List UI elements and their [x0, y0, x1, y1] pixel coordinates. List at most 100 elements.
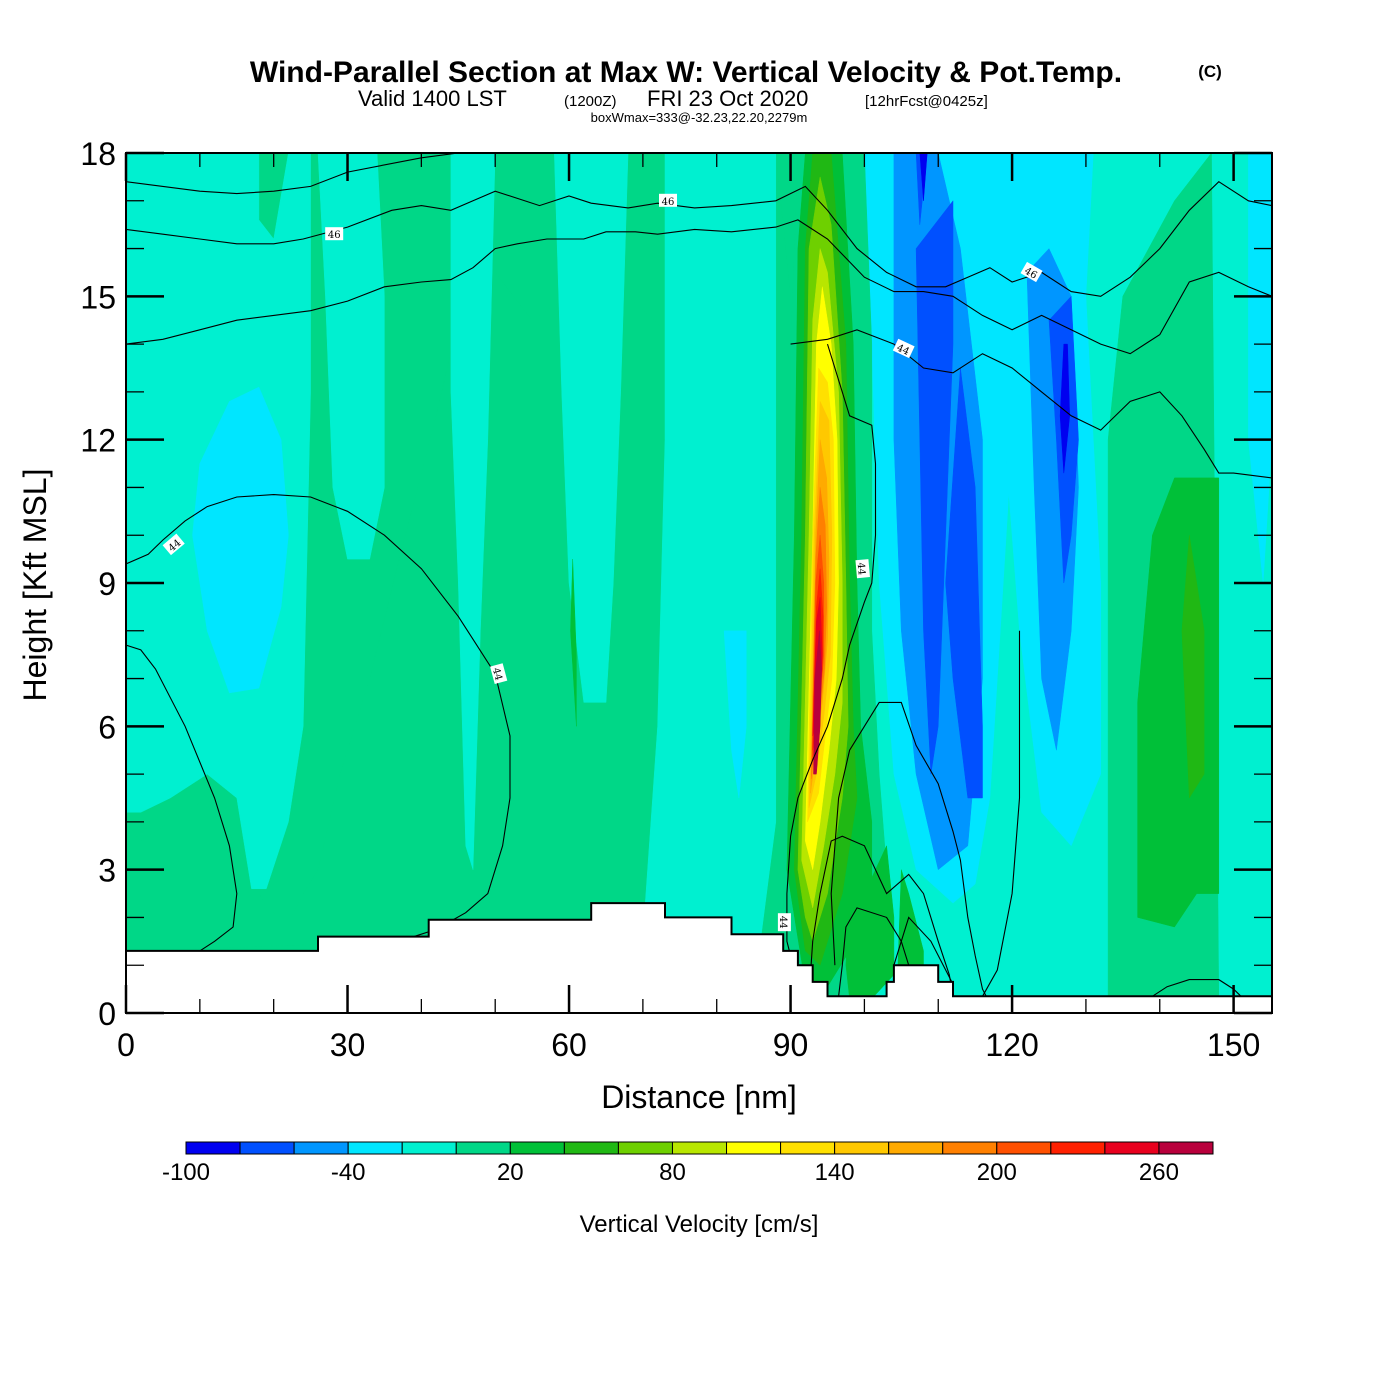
contour-label: 46	[325, 227, 344, 241]
contour-line-44	[982, 630, 1021, 997]
colorbar-box	[509, 1141, 565, 1155]
contour-line-46	[126, 153, 459, 195]
colorbar-tick-label: 20	[497, 1159, 524, 1186]
subtitle-forecast: [12hrFcst@0425z]	[865, 93, 988, 110]
colorbar-box	[347, 1141, 403, 1155]
contour-label-bg	[855, 559, 870, 579]
y-tick-label: 12	[80, 423, 116, 459]
colorbar-box	[942, 1141, 998, 1155]
colorbar-tick-label: 140	[815, 1159, 855, 1186]
colorbar-box	[401, 1141, 457, 1155]
colorbar-boxes	[185, 1141, 1214, 1155]
colorbar-box	[888, 1141, 944, 1155]
x-tick-label: 90	[773, 1027, 809, 1063]
field-region-deep-blue	[1059, 343, 1070, 474]
field-region-blue-east-4	[945, 367, 983, 799]
colorbar-box	[239, 1141, 295, 1155]
field-region-right-dkgreen	[1137, 477, 1220, 928]
contour-label: 44	[855, 559, 870, 579]
axes: 0 30 60 90 120 150 0 3 6 9 12 15 18	[80, 136, 1273, 1063]
y-tick-label: 18	[80, 136, 116, 172]
colorbar-tick-labels: -100 -40 20 80 140 200 260	[162, 1159, 1179, 1186]
field-region-cyan-left-blob	[192, 386, 289, 694]
contour-label: 44	[490, 663, 508, 685]
contour-line-44	[830, 701, 987, 997]
contour-line-44	[786, 343, 877, 956]
colorbar-box	[1104, 1141, 1160, 1155]
colorbar-label: Vertical Velocity [cm/s]	[580, 1211, 819, 1238]
x-tick-label: 120	[985, 1027, 1038, 1063]
contour-label-text: 44	[490, 667, 504, 682]
colorbar-box	[455, 1141, 511, 1155]
contour-label-text: 44	[777, 916, 788, 929]
field-region-blue-east-3	[915, 200, 954, 775]
chart-title: Wind-Parallel Section at Max W: Vertical…	[250, 56, 1122, 89]
contour-line-46	[126, 219, 1272, 355]
colorbar-box	[617, 1141, 673, 1155]
contour-label: 44	[892, 338, 915, 359]
subtitle-valid: Valid 1400 LST	[358, 86, 507, 111]
colorbar-box	[671, 1141, 728, 1155]
colorbar: -100 -40 20 80 140 200 260 Vertical Velocity […	[162, 1141, 1214, 1238]
contour-label-text: 46	[662, 197, 675, 208]
subtitle-date: FRI 23 Oct 2020	[647, 86, 808, 111]
contour-label-bg	[892, 338, 915, 359]
contour-label-bg	[777, 913, 791, 932]
contour-line-44	[126, 644, 238, 952]
y-axis-label: Height [Kft MSL]	[17, 469, 53, 702]
field-region-right-dkgreen2	[1181, 535, 1205, 799]
contour-line-44	[126, 494, 511, 952]
contour-label-bg	[325, 227, 344, 241]
colorbar-box	[293, 1141, 349, 1155]
contour-label-bg	[490, 663, 508, 685]
contour-label-text: 44	[855, 562, 867, 576]
contour-line-44	[893, 916, 954, 985]
terrain-outline	[126, 902, 1272, 998]
contour-line-44	[808, 835, 954, 997]
colorbar-tick-label: 260	[1139, 1159, 1179, 1186]
contour-label-text: 44	[895, 343, 911, 358]
colorbar-box	[996, 1141, 1052, 1155]
colorbar-tick-label: 200	[977, 1159, 1017, 1186]
velocity-field	[126, 153, 1272, 1013]
contour-label: 46	[659, 193, 677, 208]
colorbar-tick-label: -100	[162, 1159, 210, 1186]
x-tick-label: 150	[1207, 1027, 1260, 1063]
x-axis-label: Distance [nm]	[601, 1079, 797, 1115]
field-region-deep-blue-top	[919, 153, 928, 201]
contour-label-bg	[1020, 261, 1043, 283]
x-tick-label: 60	[551, 1027, 587, 1063]
contour-line-44	[838, 907, 910, 997]
contour-label-bg	[162, 533, 185, 556]
contour-line-46	[126, 181, 1272, 297]
y-tick-label: 9	[98, 566, 116, 602]
contour-label: 44	[777, 913, 791, 932]
contour-line-44	[790, 329, 1272, 479]
x-tick-label: 30	[330, 1027, 366, 1063]
colorbar-box	[780, 1141, 836, 1155]
x-ticks: 0 30 60 90 120 150	[117, 153, 1260, 1063]
box-info: boxWmax=333@-32.23,22.20,2279m	[591, 110, 808, 125]
colorbar-box	[1050, 1141, 1106, 1155]
y-tick-label: 6	[98, 709, 116, 745]
y-tick-label: 0	[98, 996, 116, 1032]
y-tick-label: 3	[98, 853, 116, 889]
field-region-updraft-18	[813, 630, 822, 775]
colorbar-box	[563, 1141, 619, 1155]
colorbar-box	[1158, 1141, 1214, 1155]
copyright-mark: (C)	[1198, 62, 1222, 81]
colorbar-tick-label: 80	[659, 1159, 686, 1186]
subtitle-utc: (1200Z)	[564, 93, 617, 110]
terrain	[126, 902, 1272, 1013]
theta-contours	[126, 153, 1272, 997]
terrain-mask	[126, 903, 1272, 1013]
colorbar-tick-label: -40	[331, 1159, 366, 1186]
subtitle: Valid 1400 LST (1200Z) FRI 23 Oct 2020 […	[358, 86, 988, 111]
y-ticks: 0 3 6 9 12 15 18	[80, 136, 1272, 1032]
contour-label-text: 46	[328, 230, 341, 241]
colorbar-box	[834, 1141, 890, 1155]
y-tick-label: 15	[80, 279, 116, 315]
